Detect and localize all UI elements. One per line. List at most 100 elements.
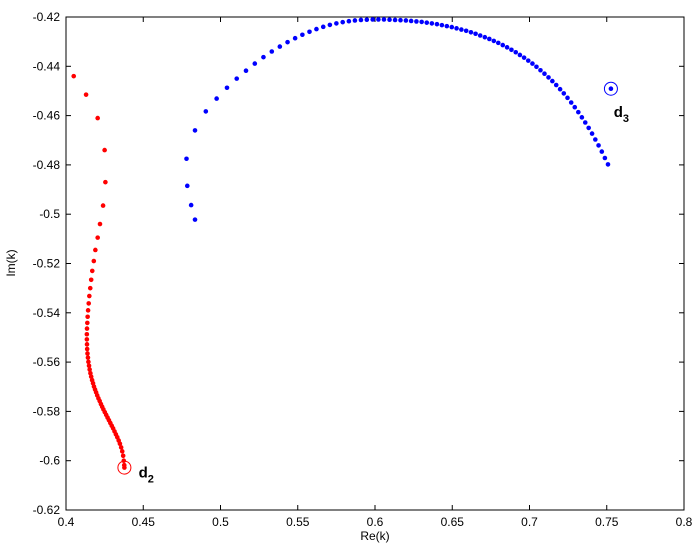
x-tick-label: 0.65	[441, 515, 465, 529]
x-tick-label: 0.55	[286, 515, 310, 529]
data-point	[538, 67, 543, 73]
data-point	[86, 301, 92, 306]
data-point	[84, 346, 90, 352]
data-point	[439, 22, 445, 28]
data-point	[530, 61, 535, 66]
data-point	[579, 115, 585, 120]
data-point	[364, 17, 370, 23]
y-tick-label: -0.46	[33, 109, 61, 123]
data-point	[103, 179, 108, 185]
data-point	[599, 149, 605, 154]
x-tick-label: 0.7	[521, 515, 538, 529]
data-point	[252, 61, 258, 66]
data-point	[184, 183, 190, 189]
data-point	[602, 155, 608, 161]
series-2	[184, 17, 618, 222]
data-point	[269, 49, 275, 54]
plot-area	[65, 16, 685, 511]
data-point	[454, 26, 459, 31]
data-point	[119, 449, 125, 454]
data-point	[88, 374, 94, 379]
data-point	[576, 109, 581, 115]
data-point	[188, 202, 194, 208]
data-point	[589, 131, 595, 136]
data-point	[582, 120, 588, 125]
data-point	[449, 24, 455, 30]
x-tick-label: 0.8	[676, 515, 693, 529]
endpoint-marker	[603, 81, 618, 96]
data-point	[95, 235, 100, 240]
data-point	[83, 92, 89, 97]
y-axis-label: Im(k)	[4, 249, 18, 276]
data-point	[261, 54, 266, 60]
x-tick-label: 0.5	[212, 515, 229, 529]
annotation-label: d3	[614, 104, 629, 125]
data-point	[87, 285, 93, 291]
data-point	[84, 326, 90, 331]
data-point	[408, 18, 414, 24]
data-point	[586, 125, 591, 131]
y-tick-label: -0.5	[39, 207, 60, 221]
data-point	[87, 293, 92, 299]
data-point	[243, 68, 249, 74]
data-point	[346, 18, 352, 24]
data-point	[550, 78, 555, 84]
data-point	[376, 17, 381, 22]
data-point	[482, 34, 488, 40]
data-point	[509, 47, 514, 53]
annotations: d 2 d3	[139, 104, 629, 486]
data-point	[122, 465, 127, 470]
data-point	[473, 31, 478, 37]
x-tick-label: 0.45	[132, 515, 156, 529]
data-point	[95, 115, 100, 121]
data-point	[468, 29, 474, 35]
data-point	[546, 75, 551, 80]
data-point	[419, 19, 424, 25]
data-point	[424, 20, 430, 25]
data-point	[553, 82, 559, 88]
data-point	[320, 24, 326, 30]
ticks: 0.4 0.45 0.5 0.55 0.6 0.65 0.7 0.75 0.8 -0.42 -0.4…	[33, 10, 693, 529]
data-point	[608, 86, 614, 92]
data-point	[84, 331, 90, 337]
data-point	[477, 33, 483, 38]
data-point	[392, 17, 398, 23]
data-point	[85, 308, 91, 313]
data-point	[292, 35, 298, 41]
annotation-subscript: 2	[148, 474, 154, 486]
data-point	[285, 39, 290, 45]
data-point	[352, 18, 358, 23]
data-point	[192, 128, 198, 133]
y-tick-label: -0.48	[33, 158, 61, 172]
data-point	[71, 73, 77, 79]
y-tick-label: -0.62	[33, 503, 61, 517]
data-point	[605, 162, 611, 167]
x-tick-label: 0.75	[595, 515, 619, 529]
data-point	[93, 247, 98, 253]
data-point	[521, 55, 527, 60]
y-tick-label: -0.44	[33, 59, 61, 73]
data-point	[89, 268, 95, 274]
data-point	[398, 17, 403, 23]
data-point	[102, 147, 107, 153]
y-tick-label: -0.52	[33, 257, 61, 271]
data-point	[561, 91, 567, 96]
annotation-subscript: 3	[623, 113, 629, 125]
data-point	[88, 277, 94, 283]
data-point	[100, 203, 106, 208]
data-point	[517, 52, 523, 58]
data-point	[214, 96, 219, 101]
data-point	[184, 156, 189, 162]
data-point	[85, 314, 90, 320]
data-point	[429, 21, 435, 26]
data-point	[381, 17, 387, 22]
data-point	[513, 49, 519, 55]
data-point	[358, 17, 364, 23]
series-layer	[71, 17, 618, 475]
data-point	[542, 71, 547, 76]
data-point	[593, 137, 598, 142]
annotation-main: d	[614, 104, 623, 121]
data-point	[565, 95, 570, 101]
y-tick-label: -0.58	[33, 404, 61, 418]
